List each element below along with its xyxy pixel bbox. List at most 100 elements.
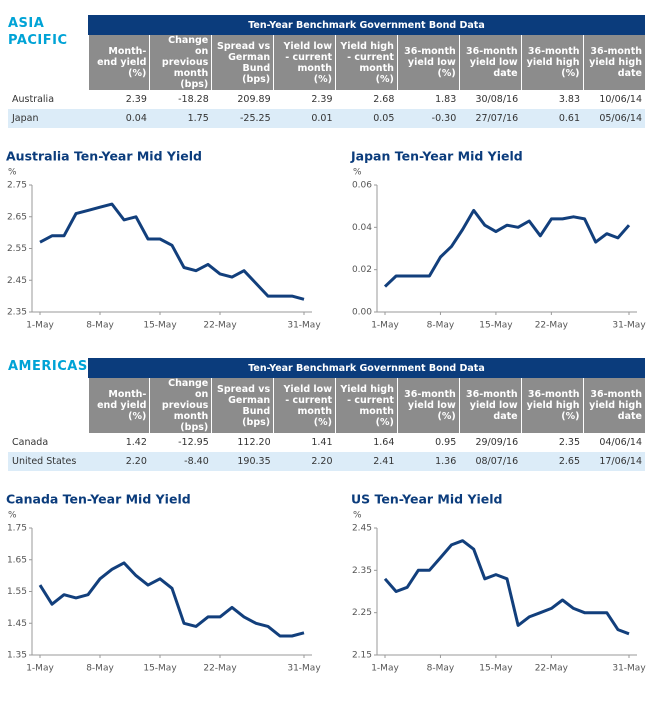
cell: 1.36 [397,452,460,471]
cell: 2.39 [311,94,333,105]
y-tick-label: 2.35 [352,566,372,576]
x-tick-label: 1-May [26,321,54,331]
cell: 0.95 [435,437,457,448]
title-row: Ten-Year Benchmark Government Bond Data [8,358,645,378]
section: Ten-Year Benchmark Government Bond Data M… [8,15,645,128]
column-header: Spread vs German Bund (bps) [211,378,274,433]
y-tick-label: 2.75 [7,181,27,191]
title-row: Ten-Year Benchmark Government Bond Data [8,15,645,35]
y-tick-label: 0.04 [352,223,372,233]
x-tick-label: 22-May [203,321,237,331]
row-label: United States [8,452,88,471]
column-header: 36-month yield low (%) [396,35,460,90]
blank-cell [8,378,88,433]
y-tick-label: 2.55 [7,244,27,254]
header-row: Month-end yield (%) Change on previous mo… [8,378,645,433]
cell: 2.20 [273,452,336,471]
column-header: Yield low - current month (%) [273,378,336,433]
x-tick-label: 8-May [427,664,455,674]
chart: Canada Ten-Year Mid Yield% 1.35 1.45 1.55 1.… [6,492,321,674]
cell: 190.35 [211,452,274,471]
x-tick-label: 31-May [612,321,646,331]
cell: -12.95 [178,437,209,448]
x-tick-label: 15-May [479,321,513,331]
header-row: Month-end yield (%) Change on previous mo… [8,35,645,90]
x-tick-label: 31-May [287,321,321,331]
cell: 0.01 [273,109,336,128]
cell: 0.61 [521,109,583,128]
chart: Australia Ten-Year Mid Yield% 2.35 2.45 2.5… [6,149,321,331]
y-tick-label: 0.06 [352,181,372,191]
cell: 209.89 [237,94,271,105]
y-tick-label: 1.75 [7,524,27,534]
x-tick-label: 31-May [287,664,321,674]
x-tick-label: 15-May [143,664,177,674]
cell: 0.05 [335,109,398,128]
cell: 27/07/16 [459,109,522,128]
section-heading: AMERICAS [8,359,88,374]
column-header: Yield low - current month (%) [273,35,336,90]
y-tick-label: 1.35 [7,651,27,661]
cell: 2.41 [335,452,398,471]
chart-title: Australia Ten-Year Mid Yield [6,149,202,164]
y-axis-label: % [8,511,17,521]
cell: 05/06/14 [583,109,645,128]
row-label: Japan [8,109,88,128]
column-header: Month-end yield (%) [87,378,150,433]
x-tick-label: 22-May [203,664,237,674]
cell: 29/09/16 [475,437,519,448]
table-title: Ten-Year Benchmark Government Bond Data [88,15,645,35]
x-tick-label: 15-May [143,321,177,331]
column-header: 36-month yield high (%) [520,35,583,90]
cell: 17/06/14 [583,452,645,471]
column-header: Month-end yield (%) [87,35,150,90]
y-axis-label: % [353,511,362,521]
cell: 2.68 [373,94,395,105]
cell: 08/07/16 [459,452,522,471]
cell: -18.28 [178,94,209,105]
x-tick-label: 8-May [427,321,455,331]
cell: 10/06/14 [599,94,642,105]
x-tick-label: 8-May [86,321,114,331]
y-tick-label: 2.35 [7,308,27,318]
column-header: 36-month yield high (%) [520,378,583,433]
column-header: 36-month yield low date [458,35,522,90]
y-tick-label: 1.45 [7,619,27,629]
bond-table: Ten-Year Benchmark Government Bond Data M… [8,15,645,128]
x-tick-label: 22-May [535,321,569,331]
y-tick-label: 0.02 [352,265,372,275]
cell: 3.83 [558,94,580,105]
x-tick-label: 31-May [612,664,646,674]
table-title: Ten-Year Benchmark Government Bond Data [88,358,645,378]
cell: 1.42 [125,437,147,448]
y-axis-label: % [353,168,362,178]
row-label: Canada [12,437,49,448]
data-row: Canada 1.42 -12.95 112.20 1.41 1.64 0.95 29/09/… [8,433,645,452]
x-tick-label: 1-May [26,664,54,674]
yield-line [39,202,305,301]
section-heading: ASIA PACIFIC [8,16,68,48]
column-header: Yield high - current month (%) [335,378,398,433]
x-tick-label: 1-May [371,664,399,674]
chart-title: US Ten-Year Mid Yield [351,492,503,507]
cell: 0.04 [88,109,150,128]
cell: 2.65 [521,452,583,471]
x-tick-label: 22-May [535,664,569,674]
yield-line [383,539,630,636]
cell: 2.35 [558,437,580,448]
column-header: 36-month yield high date [582,378,645,433]
data-row: United States 2.20 -8.40 190.35 2.20 2.41 1.36… [8,452,645,471]
chart-title: Canada Ten-Year Mid Yield [6,492,191,507]
y-tick-label: 2.15 [352,651,372,661]
y-tick-label: 1.65 [7,555,27,565]
chart: US Ten-Year Mid Yield% 2.15 2.25 2.35 2.45 1-… [351,492,646,674]
cell: -8.40 [149,452,212,471]
section: Ten-Year Benchmark Government Bond Data M… [8,358,645,471]
cell: 2.39 [125,94,147,105]
column-header: Spread vs German Bund (bps) [211,35,274,90]
x-tick-label: 8-May [86,664,114,674]
x-tick-label: 1-May [371,321,399,331]
cell: 112.20 [237,437,271,448]
row-label: Australia [12,94,55,105]
